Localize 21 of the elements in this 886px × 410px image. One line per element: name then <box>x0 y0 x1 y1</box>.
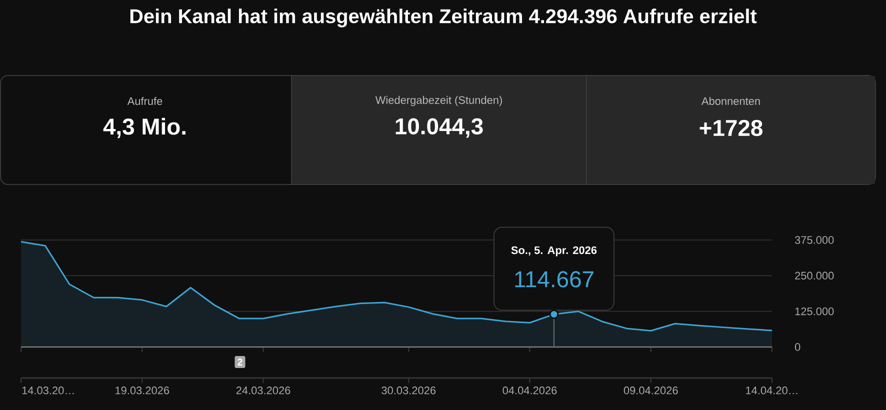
x-tick-label: 30.03.2026 <box>382 386 436 394</box>
y-tick-label: 375.000 <box>794 236 834 244</box>
chart-title: Dein Kanal hat im ausgewählten Zeitraum 4.294.396 Aufrufe erzielt <box>130 8 757 28</box>
annotation: 114.667 <box>515 271 594 288</box>
x-tick-label: 19.03.2026 <box>116 386 170 394</box>
text: 4,3 Mio. <box>103 118 186 138</box>
text: Aufrufe <box>127 96 162 106</box>
x-tick-label: 24.03.2026 <box>236 386 290 394</box>
text: Abonnenten <box>701 96 760 106</box>
annotation: So., 5. Apr. 2026 <box>511 246 597 256</box>
text: 10.044,3 <box>396 118 483 138</box>
text: +1728 <box>700 120 762 136</box>
x-tick-label: 14.03.20… <box>22 386 74 394</box>
text: 2 <box>238 358 242 366</box>
x-tick-label: 09.04.2026 <box>624 386 678 394</box>
text: Wiedergabezeit (Stunden) <box>375 96 502 106</box>
y-tick-label: 125.000 <box>795 307 834 316</box>
x-tick-label: 04.04.2026 <box>502 386 557 394</box>
y-tick-label: 0 <box>794 343 800 351</box>
y-tick-label: 250.000 <box>795 272 834 280</box>
x-tick-label: 14.04.20… <box>746 386 798 394</box>
